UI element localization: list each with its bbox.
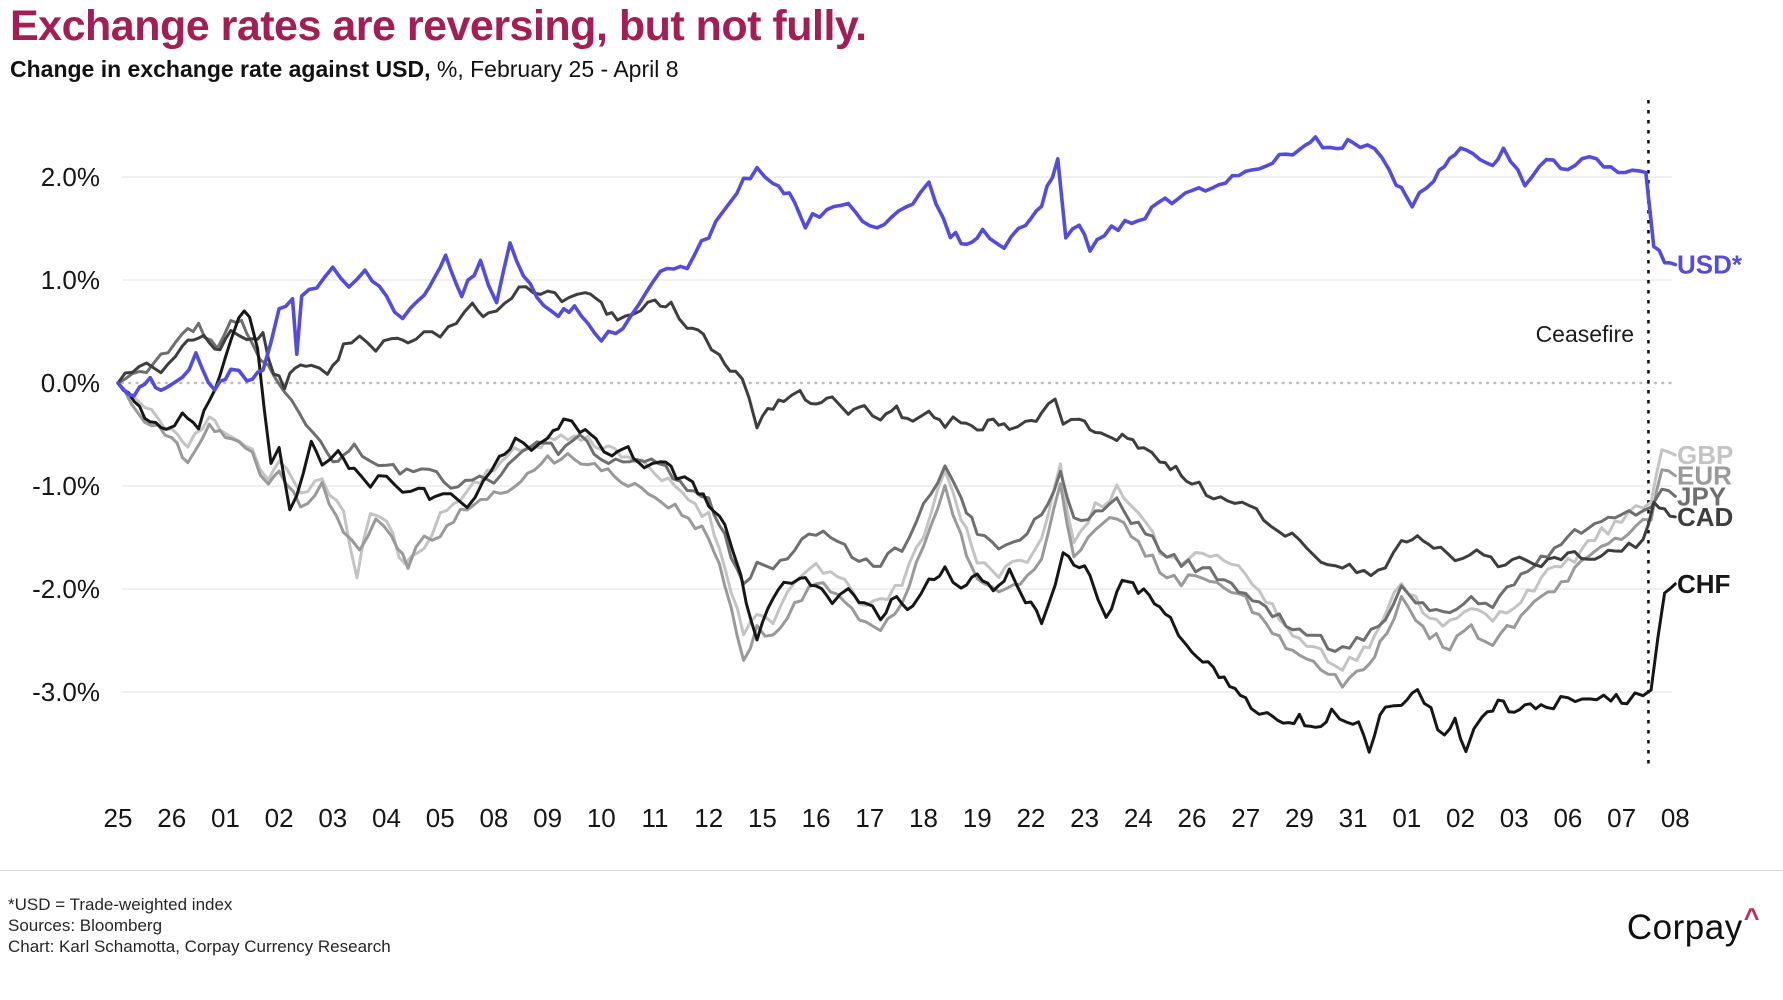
x-tick-label: 23 <box>1070 803 1099 833</box>
x-tick-label: 01 <box>1392 803 1421 833</box>
series-line-jpy <box>116 318 1677 653</box>
x-tick-label: 08 <box>479 803 508 833</box>
x-tick-label: 19 <box>963 803 992 833</box>
y-tick-label: 0.0% <box>41 368 100 398</box>
x-tick-label: 09 <box>533 803 562 833</box>
x-tick-label: 10 <box>587 803 616 833</box>
series-label-jpy: JPY <box>1677 481 1726 511</box>
footnotes: *USD = Trade-weighted index Sources: Blo… <box>8 894 391 957</box>
x-tick-label: 11 <box>642 803 669 833</box>
x-tick-label: 22 <box>1016 803 1045 833</box>
x-tick-label: 18 <box>909 803 938 833</box>
x-tick-label: 02 <box>1446 803 1475 833</box>
y-tick-label: 1.0% <box>41 265 100 295</box>
x-tick-label: 26 <box>1178 803 1207 833</box>
series-label-chf: CHF <box>1677 569 1730 599</box>
corpay-logo-caret-icon: ^ <box>1743 903 1760 933</box>
series-line-chf <box>116 309 1677 754</box>
subtitle-rest: %, February 25 - April 8 <box>430 56 679 82</box>
x-tick-label: 31 <box>1339 803 1368 833</box>
y-tick-label: -3.0% <box>32 677 100 707</box>
x-tick-label: 05 <box>426 803 455 833</box>
subtitle-bold: Change in exchange rate against USD, <box>10 56 431 82</box>
x-tick-label: 26 <box>157 803 186 833</box>
y-tick-label: 2.0% <box>41 162 100 192</box>
x-tick-label: 04 <box>372 803 401 833</box>
series-line-cad <box>116 285 1677 578</box>
footnote-usd-definition: *USD = Trade-weighted index <box>8 895 233 914</box>
x-tick-label: 29 <box>1285 803 1314 833</box>
x-tick-label: 08 <box>1661 803 1690 833</box>
x-tick-label: 01 <box>211 803 240 833</box>
x-tick-label: 06 <box>1553 803 1582 833</box>
series-label-gbp: GBP <box>1677 440 1733 470</box>
x-tick-label: 07 <box>1607 803 1636 833</box>
x-tick-label: 15 <box>748 803 777 833</box>
x-tick-label: 12 <box>694 803 723 833</box>
y-tick-label: -1.0% <box>32 471 100 501</box>
ceasefire-annotation: Ceasefire <box>1535 321 1634 347</box>
x-tick-label: 02 <box>265 803 294 833</box>
footnote-chart-credit: Chart: Karl Schamotta, Corpay Currency R… <box>8 937 391 956</box>
x-tick-label: 27 <box>1231 803 1260 833</box>
corpay-logo-text: Corpay <box>1626 908 1743 947</box>
footnote-sources: Sources: Bloomberg <box>8 916 163 935</box>
x-tick-label: 25 <box>104 803 133 833</box>
series-label-usd: USD* <box>1677 250 1743 280</box>
series-line-gbp <box>116 381 1677 672</box>
page-title: Exchange rates are reversing, but not fu… <box>10 2 867 50</box>
x-tick-label: 03 <box>318 803 347 833</box>
chart-subtitle: Change in exchange rate against USD, %, … <box>10 56 679 83</box>
series-line-eur <box>116 381 1677 689</box>
y-tick-label: -2.0% <box>32 574 100 604</box>
x-tick-label: 24 <box>1124 803 1153 833</box>
x-tick-label: 17 <box>855 803 884 833</box>
series-label-cad: CAD <box>1677 502 1733 532</box>
series-line-usd <box>116 135 1678 398</box>
series-label-eur: EUR <box>1677 461 1732 491</box>
exchange-rate-chart: 2.0% 1.0% 0.0% -1.0% -2.0% -3.0% 25 26 01 02 03 04 0… <box>32 100 1743 833</box>
x-tick-label: 03 <box>1500 803 1529 833</box>
corpay-logo: Corpay^ <box>1626 903 1760 948</box>
x-tick-label: 16 <box>802 803 831 833</box>
footer-divider <box>0 870 1783 871</box>
